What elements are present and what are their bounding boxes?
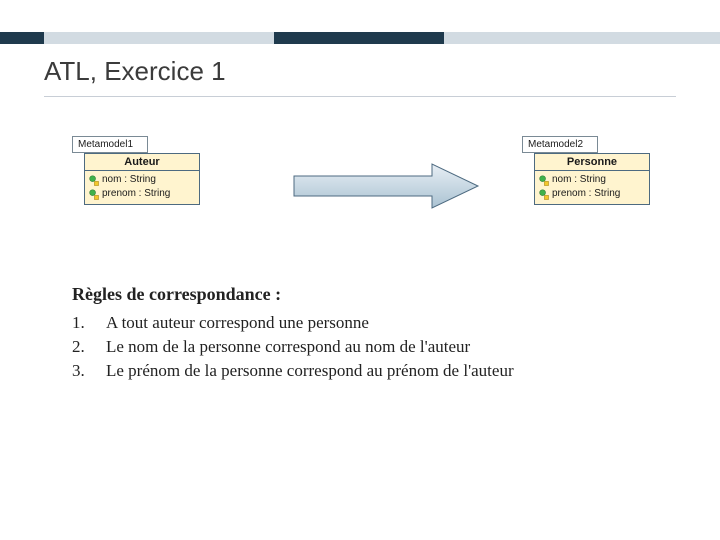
rules-section: Règles de correspondance : 1.A tout aute… xyxy=(72,284,664,382)
rules-heading: Règles de correspondance : xyxy=(72,284,664,305)
class-attrs-right: nom : Stringprenom : String xyxy=(535,171,649,204)
attribute-text: prenom : String xyxy=(552,187,620,201)
class-name-right: Personne xyxy=(535,154,649,171)
attribute-row: prenom : String xyxy=(88,187,196,201)
attribute-row: nom : String xyxy=(88,173,196,187)
rule-item: 3.Le prénom de la personne correspond au… xyxy=(72,359,664,383)
band-segment xyxy=(444,32,720,44)
attribute-text: nom : String xyxy=(552,173,606,187)
rule-number: 3. xyxy=(72,359,106,383)
transform-arrow xyxy=(292,160,482,212)
rules-list: 1.A tout auteur correspond une personne2… xyxy=(72,311,664,382)
rule-number: 1. xyxy=(72,311,106,335)
package-tab-left: Metamodel1 xyxy=(72,136,148,153)
rule-text: Le nom de la personne correspond au nom … xyxy=(106,335,470,359)
title-underline xyxy=(44,96,676,97)
slide-title: ATL, Exercice 1 xyxy=(44,56,226,87)
band-segment xyxy=(0,32,44,44)
class-box-right: Personne nom : Stringprenom : String xyxy=(534,153,650,205)
package-tab-right: Metamodel2 xyxy=(522,136,598,153)
rule-text: A tout auteur correspond une personne xyxy=(106,311,369,335)
band-segment xyxy=(274,32,444,44)
attribute-text: prenom : String xyxy=(102,187,170,201)
band-segment xyxy=(44,32,274,44)
attribute-text: nom : String xyxy=(102,173,156,187)
transformation-diagram: Metamodel1 Auteur nom : Stringprenom : S… xyxy=(72,136,662,236)
class-box-left: Auteur nom : Stringprenom : String xyxy=(84,153,200,205)
attribute-row: prenom : String xyxy=(538,187,646,201)
rule-text: Le prénom de la personne correspond au p… xyxy=(106,359,514,383)
rule-number: 2. xyxy=(72,335,106,359)
header-decor-band xyxy=(0,32,720,44)
rule-item: 1.A tout auteur correspond une personne xyxy=(72,311,664,335)
class-name-left: Auteur xyxy=(85,154,199,171)
attribute-row: nom : String xyxy=(538,173,646,187)
class-attrs-left: nom : Stringprenom : String xyxy=(85,171,199,204)
rule-item: 2.Le nom de la personne correspond au no… xyxy=(72,335,664,359)
